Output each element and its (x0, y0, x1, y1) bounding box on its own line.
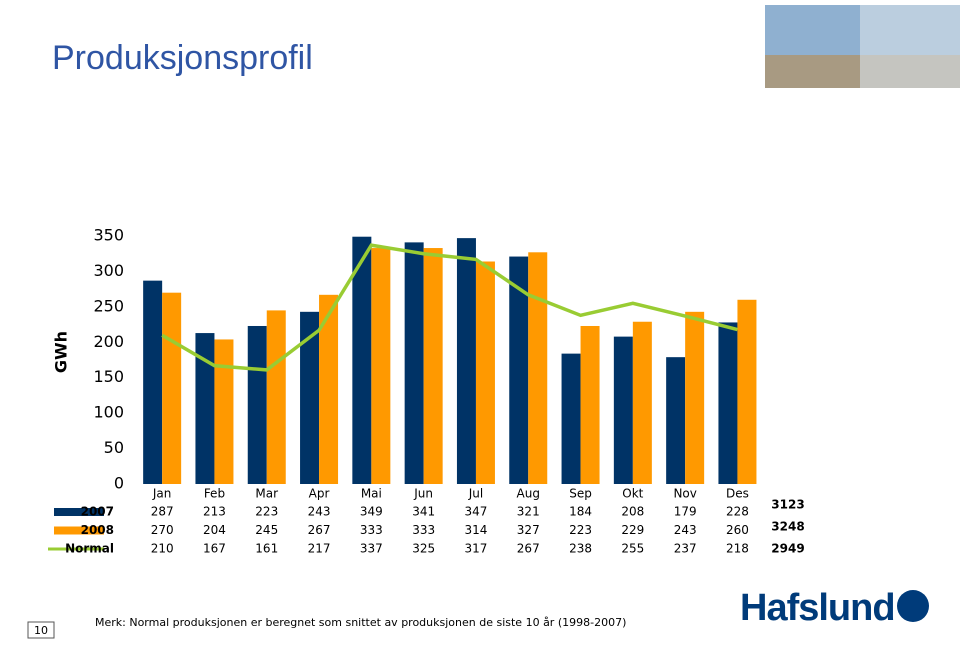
bar (247, 325, 267, 484)
table-value: 167 (203, 542, 226, 556)
bar (528, 252, 548, 484)
bar (162, 292, 182, 484)
table-value: 238 (569, 542, 592, 556)
page-number: 10 (34, 624, 48, 637)
bar (632, 321, 652, 484)
table-value: 208 (621, 505, 644, 519)
x-tick-label: Mar (255, 487, 278, 501)
table-value: 223 (255, 505, 278, 519)
photo (765, 5, 960, 88)
row-label: 2008 (81, 523, 114, 537)
bar (456, 238, 476, 484)
table-value: 213 (203, 505, 226, 519)
bar (509, 256, 529, 484)
row-label: 2007 (81, 505, 114, 519)
y-tick-label: 300 (93, 261, 124, 280)
table-value: 321 (517, 505, 540, 519)
table-value: 223 (569, 523, 592, 537)
row-label: Normal (65, 542, 114, 556)
total-value: 3123 (771, 498, 804, 512)
y-axis-label: GWh (52, 331, 71, 373)
table-value: 229 (621, 523, 644, 537)
normal-line (161, 243, 738, 372)
x-tick-label: Aug (517, 487, 540, 501)
table-value: 243 (674, 523, 697, 537)
bar (666, 357, 686, 484)
bar (319, 294, 339, 484)
slide-title: Produksjonsprofil (52, 39, 313, 77)
y-tick-label: 100 (93, 403, 124, 422)
table-value: 314 (464, 523, 487, 537)
bar (371, 248, 391, 484)
x-tick-label: Sep (569, 487, 592, 501)
bar (404, 242, 424, 484)
table-value: 270 (151, 523, 174, 537)
table-value: 161 (255, 542, 278, 556)
bar (352, 236, 372, 484)
table-value: 218 (726, 542, 749, 556)
total-value: 2949 (771, 542, 804, 556)
table-value: 228 (726, 505, 749, 519)
table-value: 317 (464, 542, 487, 556)
table-value: 287 (151, 505, 174, 519)
x-tick-label: Des (726, 487, 749, 501)
bar (685, 311, 705, 484)
table-value: 210 (151, 542, 174, 556)
logo-mark (897, 590, 929, 622)
bar (580, 325, 600, 484)
photo-light (860, 5, 960, 88)
footnote: Merk: Normal produksjonen er beregnet so… (95, 616, 626, 629)
y-tick-label: 350 (93, 226, 124, 245)
total-value: 3248 (771, 520, 804, 534)
bar (143, 280, 163, 484)
table-value: 237 (674, 542, 697, 556)
y-tick-label: 50 (104, 438, 124, 457)
legend-swatch (54, 526, 104, 535)
table-value: 337 (360, 542, 383, 556)
x-tick-label: Jan (152, 487, 172, 501)
bar (195, 333, 215, 484)
table-value: 179 (674, 505, 697, 519)
table-value: 267 (308, 523, 331, 537)
table-value: 204 (203, 523, 226, 537)
bar (475, 261, 495, 484)
table-value: 327 (517, 523, 540, 537)
table-value: 267 (517, 542, 540, 556)
bar (613, 336, 633, 484)
table-value: 260 (726, 523, 749, 537)
x-tick-label: Jun (413, 487, 433, 501)
x-tick-label: Jul (468, 487, 483, 501)
y-tick-label: 200 (93, 332, 124, 351)
page-box (27, 621, 55, 639)
x-tick-label: Feb (204, 487, 225, 501)
table-value: 243 (308, 505, 331, 519)
table-value: 341 (412, 505, 435, 519)
bar (423, 248, 443, 484)
y-tick-label: 250 (93, 296, 124, 315)
table-value: 347 (464, 505, 487, 519)
table-value: 325 (412, 542, 435, 556)
bar (718, 322, 738, 484)
bar (266, 310, 286, 484)
table-value: 217 (308, 542, 331, 556)
legend-swatch (54, 508, 104, 516)
bar (561, 353, 581, 484)
table-value: 349 (360, 505, 383, 519)
y-tick-label: 150 (93, 367, 124, 386)
x-tick-label: Mai (361, 487, 382, 501)
bar (300, 311, 320, 484)
table-value: 333 (412, 523, 435, 537)
y-tick-label: 0 (114, 474, 124, 493)
table-value: 255 (621, 542, 644, 556)
bar (737, 299, 757, 484)
table-value: 333 (360, 523, 383, 537)
x-tick-label: Nov (673, 487, 696, 501)
logo: Hafslund (740, 587, 895, 629)
table-value: 184 (569, 505, 592, 519)
x-tick-label: Apr (309, 487, 330, 501)
table-value: 245 (255, 523, 278, 537)
x-tick-label: Okt (622, 487, 643, 501)
bar (214, 339, 234, 484)
